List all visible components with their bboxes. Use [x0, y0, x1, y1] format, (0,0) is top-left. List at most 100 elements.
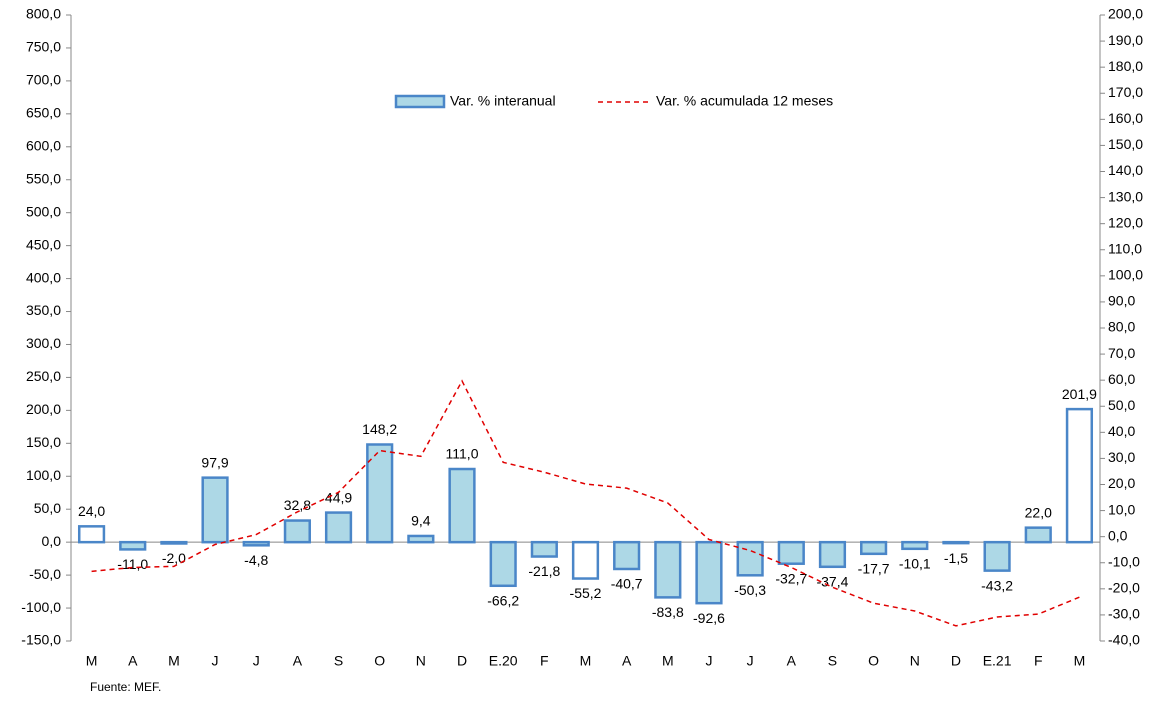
bar [407, 534, 435, 544]
y-tick-label: 150,0 [26, 434, 61, 450]
x-tick-label: A [787, 653, 797, 669]
bar [366, 443, 394, 544]
y2-tick-label: 140,0 [1108, 162, 1143, 178]
bar [1024, 526, 1052, 544]
data-label: 97,9 [201, 454, 228, 470]
x-tick-label: E.21 [983, 653, 1012, 669]
data-label: 24,0 [78, 503, 105, 519]
data-label: -1,5 [944, 550, 968, 566]
x-tick-label: E.20 [489, 653, 518, 669]
y2-tick-label: 100,0 [1108, 267, 1143, 283]
y-tick-label: 400,0 [26, 269, 61, 285]
y-tick-label: 350,0 [26, 302, 61, 318]
x-tick-label: N [416, 653, 426, 669]
x-tick-label: J [705, 653, 712, 669]
data-label: -43,2 [981, 577, 1013, 593]
y2-tick-label: 110,0 [1108, 240, 1142, 256]
y-tick-label: -150,0 [21, 632, 61, 648]
data-label: -11,0 [117, 556, 148, 572]
y-tick-label: 800,0 [26, 6, 61, 22]
data-label: 111,0 [446, 446, 479, 462]
y2-tick-label: -10,0 [1108, 553, 1140, 569]
data-label: -32,7 [775, 570, 807, 586]
y-tick-label: 550,0 [26, 170, 61, 186]
data-label: -66,2 [487, 592, 519, 608]
x-tick-label: M [86, 653, 98, 669]
x-tick-label: J [747, 653, 754, 669]
x-tick-label: J [212, 653, 219, 669]
y2-tick-label: 180,0 [1108, 58, 1143, 74]
legend-label: Var. % acumulada 12 meses [656, 93, 833, 109]
line-series [91, 379, 1080, 627]
y2-tick-label: 170,0 [1108, 84, 1143, 100]
bar [160, 540, 188, 545]
data-label: 9,4 [411, 513, 431, 529]
data-label: -55,2 [570, 585, 602, 601]
bar [613, 540, 641, 571]
y-tick-label: 600,0 [26, 137, 61, 153]
bar [777, 540, 805, 565]
legend-label: Var. % interanual [450, 93, 556, 109]
x-tick-label: F [1034, 653, 1043, 669]
bar [283, 519, 311, 544]
data-label: -37,4 [816, 574, 848, 590]
bar [201, 476, 229, 544]
y2-tick-label: 30,0 [1108, 449, 1135, 465]
data-label: -17,7 [858, 561, 890, 577]
data-label: -21,8 [528, 563, 560, 579]
y-tick-label: 750,0 [26, 39, 61, 55]
y2-tick-label: 10,0 [1108, 501, 1135, 517]
bar [489, 540, 517, 588]
bar [695, 540, 723, 605]
y2-tick-label: 20,0 [1108, 475, 1135, 491]
x-tick-label: O [374, 653, 385, 669]
x-tick-label: S [334, 653, 343, 669]
y2-tick-label: 70,0 [1108, 345, 1135, 361]
bar [448, 467, 476, 544]
bar [242, 540, 270, 547]
bar [324, 511, 353, 544]
y2-tick-label: 90,0 [1108, 293, 1135, 309]
data-label: -92,6 [693, 610, 725, 626]
y-tick-label: 500,0 [26, 203, 61, 219]
x-tick-label: M [580, 653, 592, 669]
bar [901, 540, 929, 551]
data-label: -83,8 [652, 604, 684, 620]
data-label: 201,9 [1062, 386, 1097, 402]
y2-tick-label: -40,0 [1108, 632, 1140, 648]
y2-tick-label: -30,0 [1108, 606, 1140, 622]
y2-tick-label: 60,0 [1108, 371, 1135, 387]
y2-tick-label: -20,0 [1108, 580, 1140, 596]
data-label: -4,8 [244, 552, 268, 568]
data-label: 32,8 [284, 497, 311, 513]
bar [77, 525, 106, 544]
data-label: 148,2 [362, 421, 397, 437]
y-tick-label: -100,0 [21, 599, 61, 615]
x-tick-label: J [253, 653, 260, 669]
y2-tick-label: 200,0 [1108, 6, 1143, 22]
x-tick-label: S [828, 653, 837, 669]
legend-swatch [394, 94, 446, 109]
data-label: -40,7 [611, 576, 643, 592]
data-label: 44,9 [325, 489, 352, 505]
y2-tick-label: 150,0 [1108, 136, 1143, 152]
x-tick-label: A [293, 653, 303, 669]
bar [530, 540, 558, 558]
bar [1065, 407, 1094, 544]
bar [983, 540, 1011, 572]
bar [942, 540, 970, 545]
data-label: -2,0 [162, 550, 186, 566]
y-tick-label: 250,0 [26, 368, 61, 384]
x-tick-label: F [540, 653, 549, 669]
x-tick-label: D [951, 653, 961, 669]
x-tick-label: N [910, 653, 920, 669]
y-tick-label: 450,0 [26, 236, 61, 252]
bar [818, 540, 847, 569]
data-label: -50,3 [734, 582, 766, 598]
y-tick-label: 50,0 [34, 500, 61, 516]
y2-tick-label: 190,0 [1108, 32, 1143, 48]
y2-tick-label: 160,0 [1108, 110, 1143, 126]
y-tick-label: 100,0 [26, 467, 61, 483]
y-tick-label: 200,0 [26, 401, 61, 417]
